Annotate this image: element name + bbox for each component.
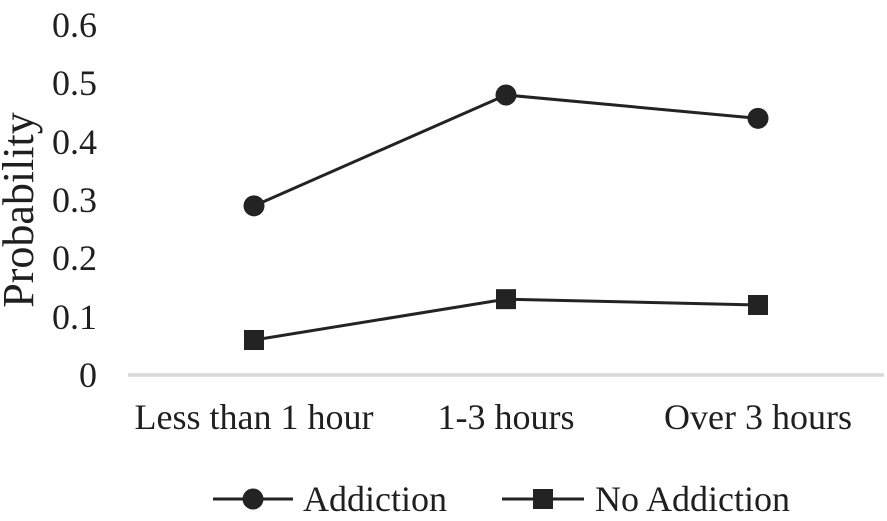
x-category-label: Less than 1 hour <box>135 397 374 437</box>
y-axis-tick-labels: 0.6 0.5 0.4 0.3 0.2 0.1 0 <box>52 5 97 395</box>
x-axis-category-labels: Less than 1 hour 1-3 hours Over 3 hours <box>135 397 852 437</box>
series-line-addiction <box>253 93 759 208</box>
x-category-label: 1-3 hours <box>438 397 575 437</box>
data-point-addiction-1 <box>495 84 517 106</box>
y-tick-label: 0 <box>79 355 97 395</box>
data-point-no-addiction-2 <box>748 295 768 315</box>
y-tick-label: 0.2 <box>52 238 97 278</box>
x-category-label: Over 3 hours <box>664 397 852 437</box>
y-tick-label: 0.5 <box>52 63 97 103</box>
data-point-addiction-2 <box>747 107 769 129</box>
y-tick-label: 0.3 <box>52 180 97 220</box>
data-point-addiction-0 <box>243 195 265 217</box>
legend: Addiction No Addiction <box>213 479 790 519</box>
y-axis-title: Probability <box>0 112 43 308</box>
plot-series-layer <box>243 84 769 350</box>
y-tick-label: 0.6 <box>52 5 97 45</box>
y-tick-label: 0.1 <box>52 297 97 337</box>
y-tick-label: 0.4 <box>52 122 97 162</box>
data-point-no-addiction-1 <box>496 289 516 310</box>
square-marker-icon <box>533 489 553 509</box>
data-point-no-addiction-0 <box>244 330 264 350</box>
legend-label-no-addiction: No Addiction <box>595 479 790 519</box>
circle-marker-icon <box>242 488 264 510</box>
legend-item-no-addiction: No Addiction <box>502 479 790 519</box>
legend-item-addiction: Addiction <box>213 479 447 519</box>
legend-label-addiction: Addiction <box>303 479 447 519</box>
